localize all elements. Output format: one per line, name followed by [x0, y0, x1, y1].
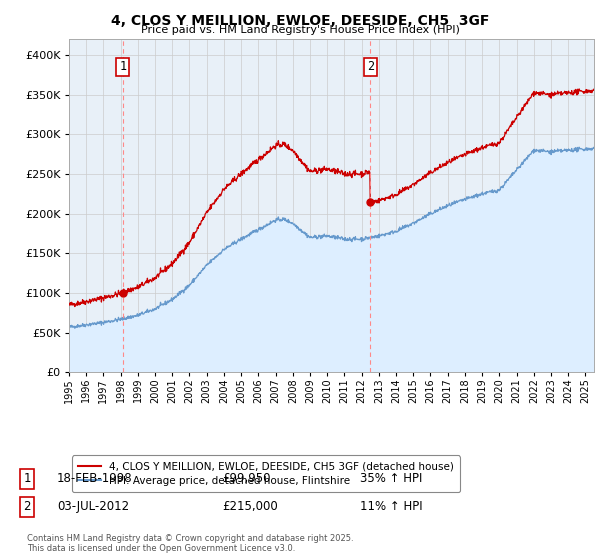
Text: 2: 2: [367, 60, 374, 73]
Text: 1: 1: [119, 60, 126, 73]
Text: 03-JUL-2012: 03-JUL-2012: [57, 500, 129, 514]
Text: 4, CLOS Y MEILLION, EWLOE, DEESIDE, CH5  3GF: 4, CLOS Y MEILLION, EWLOE, DEESIDE, CH5 …: [111, 14, 489, 28]
Text: 11% ↑ HPI: 11% ↑ HPI: [360, 500, 422, 514]
Text: 2: 2: [23, 500, 31, 514]
Text: 35% ↑ HPI: 35% ↑ HPI: [360, 472, 422, 486]
Text: £215,000: £215,000: [222, 500, 278, 514]
Text: Contains HM Land Registry data © Crown copyright and database right 2025.
This d: Contains HM Land Registry data © Crown c…: [27, 534, 353, 553]
Text: 18-FEB-1998: 18-FEB-1998: [57, 472, 133, 486]
Text: 1: 1: [23, 472, 31, 486]
Text: £99,950: £99,950: [222, 472, 271, 486]
Text: Price paid vs. HM Land Registry's House Price Index (HPI): Price paid vs. HM Land Registry's House …: [140, 25, 460, 35]
Legend: 4, CLOS Y MEILLION, EWLOE, DEESIDE, CH5 3GF (detached house), HPI: Average price: 4, CLOS Y MEILLION, EWLOE, DEESIDE, CH5 …: [71, 455, 460, 492]
